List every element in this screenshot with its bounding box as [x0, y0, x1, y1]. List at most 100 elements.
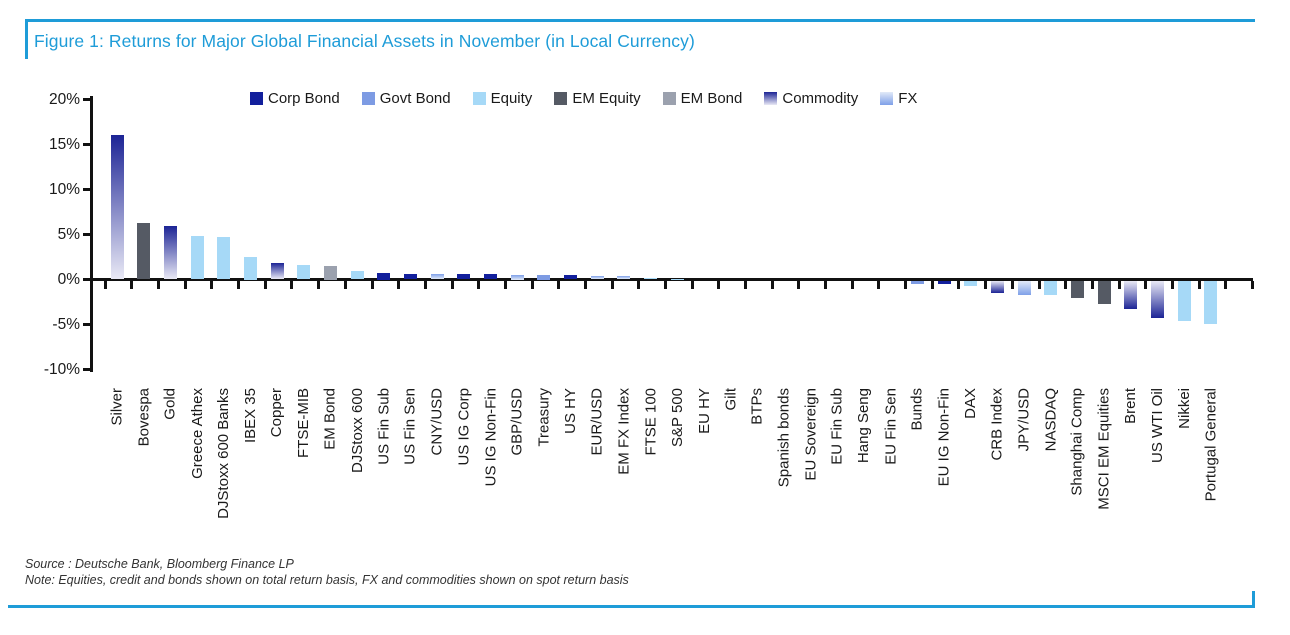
x-axis-tick — [503, 281, 507, 289]
bar-jpy-usd — [1017, 281, 1031, 295]
x-axis-label-copper: Copper — [268, 388, 286, 438]
bar-nasdaq — [1044, 281, 1058, 296]
x-axis-tick — [343, 281, 347, 289]
legend-label: FX — [898, 90, 918, 107]
x-axis-tick — [1117, 281, 1121, 289]
y-axis-label: 20% — [48, 90, 80, 108]
legend-label: Commodity — [782, 90, 859, 107]
x-axis-label-eu-ig-non-fin: EU IG Non-Fin — [935, 388, 953, 487]
x-axis-tick — [744, 281, 747, 289]
y-axis-tick — [83, 188, 92, 191]
x-axis-tick — [690, 281, 694, 289]
x-axis-label-brent: Brent — [1122, 388, 1140, 424]
x-axis-label-nikkei: Nikkei — [1175, 388, 1193, 429]
bar-brent — [1124, 281, 1138, 309]
frame-left-border — [25, 19, 28, 59]
y-axis-tick — [83, 368, 92, 371]
bar-gold — [163, 226, 177, 280]
x-axis-tick — [797, 281, 801, 289]
bar-us-fin-sub — [377, 272, 391, 280]
frame-right-border — [1252, 591, 1255, 608]
x-axis-label-shanghai-comp: Shanghai Comp — [1069, 388, 1086, 496]
x-axis-tick — [717, 281, 721, 289]
x-axis-tick — [450, 281, 454, 289]
bar-ftse-mib — [297, 265, 311, 280]
bar-em-fx-index — [617, 276, 631, 280]
x-axis-label-dax: DAX — [962, 388, 980, 419]
x-axis-label-btps: BTPs — [748, 388, 766, 425]
bar-msci-em-equities — [1097, 281, 1111, 304]
x-axis-tick — [557, 281, 561, 289]
x-axis-label-crb-index: CRB Index — [988, 388, 1006, 461]
legend-swatch-commodity — [764, 92, 778, 105]
x-axis-label-em-fx-index: EM FX Index — [615, 388, 633, 475]
x-axis-tick — [157, 281, 160, 289]
bar-em-bond — [323, 266, 337, 280]
x-axis-tick — [237, 281, 241, 289]
bar-us-fin-sen — [404, 273, 417, 280]
x-axis-label-gbp-usd: GBP/USD — [508, 388, 526, 456]
y-axis-tick — [83, 233, 92, 236]
legend-label: Equity — [490, 90, 533, 107]
y-axis-label: 5% — [57, 225, 80, 243]
figure-title: Figure 1: Returns for Major Global Finan… — [34, 31, 695, 51]
x-axis-tick — [770, 281, 774, 289]
x-axis-tick — [130, 281, 134, 289]
bar-ftse-100 — [644, 277, 658, 280]
x-axis-label-us-fin-sub: US Fin Sub — [375, 388, 393, 465]
legend-item-em-equity: EM Equity — [554, 90, 641, 107]
legend-label: Corp Bond — [268, 90, 340, 107]
y-axis-label: 0% — [57, 270, 80, 288]
x-axis-label-bunds: Bunds — [908, 388, 926, 431]
legend-swatch-corp-bond — [250, 92, 263, 105]
x-axis-label-s-p-500: S&P 500 — [668, 388, 686, 447]
x-axis-label-greece-athex: Greece Athex — [188, 388, 206, 479]
x-axis-label-treasury: Treasury — [535, 388, 553, 447]
bar-portugal-general — [1204, 281, 1218, 325]
legend-label: EM Equity — [572, 90, 641, 107]
legend-item-corp-bond: Corp Bond — [250, 90, 340, 107]
x-axis-label-djstoxx-600-banks: DJStoxx 600 Banks — [215, 388, 233, 519]
legend-swatch-equity — [472, 92, 486, 105]
bar-silver — [110, 134, 124, 280]
bar-copper — [270, 263, 284, 280]
y-axis-tick — [83, 323, 92, 326]
x-axis-label-eu-hy: EU HY — [695, 388, 713, 434]
x-axis-tick — [1197, 281, 1201, 289]
x-axis-tick — [317, 281, 321, 289]
x-axis-tick — [1090, 281, 1094, 289]
bar-djstoxx-600-banks — [217, 237, 231, 280]
x-axis-label-jpy-usd: JPY/USD — [1015, 388, 1033, 452]
x-axis-label-gold: Gold — [161, 388, 179, 420]
bar-eu-ig-non-fin — [937, 281, 951, 285]
x-axis-label-ftse-mib: FTSE-MIB — [295, 388, 313, 458]
legend-item-fx: FX — [880, 90, 917, 107]
y-axis-tick — [83, 278, 92, 281]
source-note: Source : Deutsche Bank, Bloomberg Financ… — [25, 557, 294, 571]
x-axis-label-silver: Silver — [108, 388, 126, 426]
x-axis-tick — [930, 281, 934, 289]
legend-swatch-fx — [880, 92, 894, 105]
x-axis-label-bovespa: Bovespa — [135, 388, 153, 447]
legend-item-commodity: Commodity — [764, 90, 858, 107]
x-axis-tick — [1170, 281, 1174, 289]
x-axis-label-us-wti-oil: US WTI Oil — [1149, 388, 1166, 463]
x-axis-tick — [824, 281, 827, 289]
x-axis-tick — [610, 281, 614, 289]
bar-gbp-usd — [510, 274, 524, 280]
bar-treasury — [537, 275, 551, 280]
bar-us-ig-non-fin — [484, 274, 497, 280]
x-axis-tick — [1064, 281, 1068, 289]
x-axis-label-nasdaq: NASDAQ — [1042, 388, 1060, 452]
x-axis-tick — [103, 281, 107, 289]
x-axis-tick — [957, 281, 961, 289]
bar-bovespa — [137, 222, 151, 280]
bar-djstoxx-600 — [350, 271, 364, 280]
x-axis-tick — [397, 281, 401, 289]
bar-greece-athex — [190, 236, 204, 280]
legend-item-equity: Equity — [472, 90, 533, 107]
x-axis-tick — [1144, 281, 1148, 289]
x-axis-tick — [637, 281, 641, 289]
bar-nikkei — [1177, 281, 1191, 321]
